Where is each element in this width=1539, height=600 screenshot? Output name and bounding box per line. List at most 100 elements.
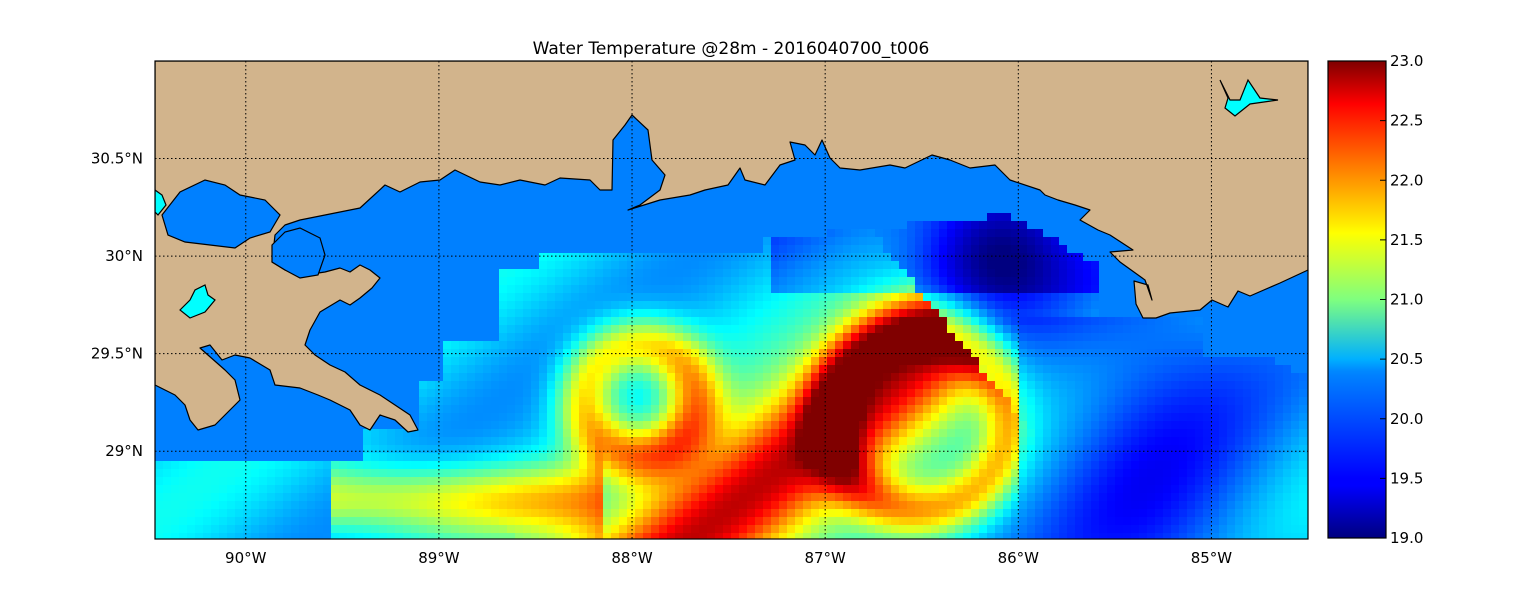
temperature-cell: [571, 381, 579, 389]
temperature-cell: [939, 325, 947, 333]
temperature-cell: [739, 413, 747, 421]
temperature-cell: [699, 477, 707, 485]
temperature-cell: [907, 261, 915, 269]
temperature-cell: [1115, 413, 1123, 421]
temperature-cell: [955, 421, 963, 429]
temperature-cell: [811, 493, 819, 501]
temperature-cell: [1075, 317, 1083, 325]
temperature-cell: [971, 421, 979, 429]
temperature-cell: [891, 453, 899, 461]
temperature-cell: [291, 517, 299, 525]
temperature-cell: [683, 413, 691, 421]
temperature-cell: [1147, 389, 1155, 397]
temperature-cell: [947, 469, 955, 477]
temperature-cell: [627, 397, 635, 405]
temperature-cell: [995, 245, 1003, 253]
temperature-cell: [403, 485, 411, 493]
temperature-cell: [907, 373, 915, 381]
temperature-cell: [323, 469, 331, 477]
temperature-cell: [603, 253, 611, 261]
temperature-cell: [259, 525, 267, 533]
temperature-cell: [483, 349, 491, 357]
temperature-cell: [683, 445, 691, 453]
temperature-cell: [939, 237, 947, 245]
temperature-cell: [491, 349, 499, 357]
temperature-cell: [579, 349, 587, 357]
colorbar-tick-label: 22.5: [1390, 112, 1423, 130]
temperature-cell: [515, 309, 523, 317]
temperature-cell: [283, 469, 291, 477]
temperature-cell: [819, 525, 827, 533]
temperature-cell: [1195, 485, 1203, 493]
temperature-cell: [611, 533, 619, 539]
temperature-cell: [579, 509, 587, 517]
temperature-cell: [531, 365, 539, 373]
temperature-cell: [915, 261, 923, 269]
temperature-cell: [1091, 301, 1099, 309]
temperature-cell: [483, 445, 491, 453]
temperature-cell: [739, 437, 747, 445]
temperature-cell: [947, 253, 955, 261]
temperature-cell: [1171, 517, 1179, 525]
temperature-cell: [923, 437, 931, 445]
temperature-cell: [1283, 485, 1291, 493]
temperature-cell: [1003, 533, 1011, 539]
temperature-cell: [971, 405, 979, 413]
temperature-cell: [627, 269, 635, 277]
temperature-cell: [699, 333, 707, 341]
temperature-cell: [467, 461, 475, 469]
temperature-cell: [571, 269, 579, 277]
temperature-cell: [731, 325, 739, 333]
temperature-cell: [771, 373, 779, 381]
temperature-cell: [1187, 437, 1195, 445]
temperature-cell: [827, 445, 835, 453]
temperature-cell: [227, 469, 235, 477]
temperature-cell: [1139, 389, 1147, 397]
temperature-cell: [547, 525, 555, 533]
temperature-cell: [499, 469, 507, 477]
temperature-cell: [515, 341, 523, 349]
temperature-cell: [843, 525, 851, 533]
temperature-cell: [627, 453, 635, 461]
temperature-cell: [675, 389, 683, 397]
temperature-cell: [451, 509, 459, 517]
temperature-cell: [1011, 477, 1019, 485]
temperature-cell: [779, 485, 787, 493]
temperature-cell: [339, 509, 347, 517]
temperature-cell: [1011, 221, 1019, 229]
temperature-cell: [1075, 397, 1083, 405]
temperature-cell: [1131, 477, 1139, 485]
temperature-cell: [611, 373, 619, 381]
temperature-cell: [155, 485, 163, 493]
temperature-cell: [483, 485, 491, 493]
temperature-cell: [1051, 461, 1059, 469]
temperature-cell: [187, 525, 195, 533]
temperature-cell: [931, 253, 939, 261]
temperature-cell: [1035, 453, 1043, 461]
temperature-cell: [699, 317, 707, 325]
temperature-cell: [739, 261, 747, 269]
temperature-cell: [627, 341, 635, 349]
temperature-cell: [571, 477, 579, 485]
temperature-cell: [235, 517, 243, 525]
temperature-cell: [1131, 429, 1139, 437]
temperature-cell: [347, 501, 355, 509]
temperature-cell: [1123, 429, 1131, 437]
temperature-cell: [211, 533, 219, 539]
temperature-cell: [963, 429, 971, 437]
temperature-cell: [643, 309, 651, 317]
temperature-cell: [1003, 269, 1011, 277]
temperature-cell: [851, 277, 859, 285]
temperature-cell: [683, 405, 691, 413]
temperature-cell: [603, 461, 611, 469]
temperature-cell: [915, 501, 923, 509]
temperature-cell: [1139, 381, 1147, 389]
temperature-cell: [659, 461, 667, 469]
temperature-cell: [867, 477, 875, 485]
temperature-cell: [651, 253, 659, 261]
colorbar-tick-label: 20.5: [1390, 350, 1423, 368]
temperature-cell: [1171, 493, 1179, 501]
temperature-cell: [1011, 493, 1019, 501]
temperature-cell: [987, 373, 995, 381]
temperature-cell: [627, 501, 635, 509]
